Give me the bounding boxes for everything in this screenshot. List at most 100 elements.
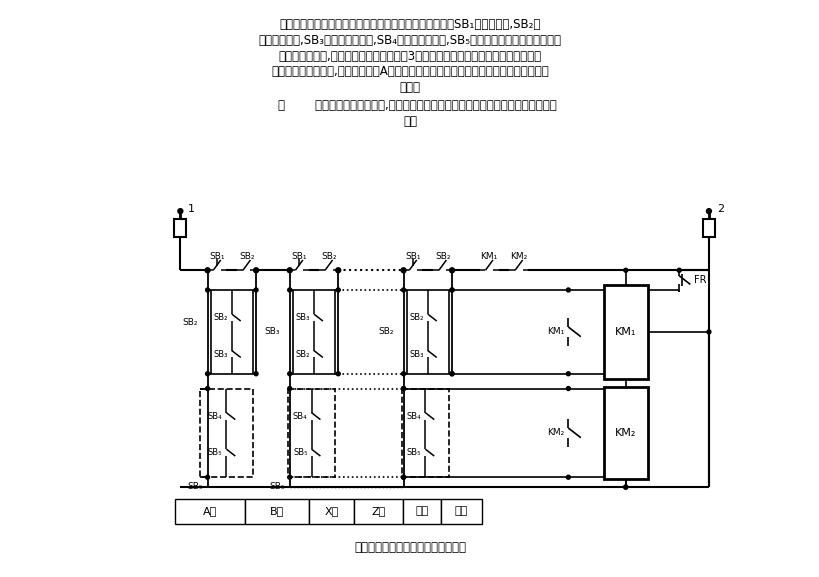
Text: FR: FR — [694, 275, 707, 285]
Bar — [604, 285, 648, 379]
Text: X地: X地 — [324, 506, 338, 516]
Circle shape — [677, 268, 681, 272]
Text: SB₂: SB₂ — [182, 317, 197, 327]
Bar — [401, 388, 449, 477]
Text: 自锁: 自锁 — [415, 506, 428, 516]
Circle shape — [567, 372, 570, 376]
Circle shape — [287, 288, 292, 292]
Text: A地: A地 — [203, 506, 217, 516]
Circle shape — [401, 387, 405, 391]
Circle shape — [287, 387, 292, 391]
Circle shape — [336, 268, 341, 273]
Text: 所示为多地可逆停止、点动、启动控制电路。图中各地的SB₁为停止按钮,SB₂为: 所示为多地可逆停止、点动、启动控制电路。图中各地的SB₁为停止按钮,SB₂为 — [279, 18, 541, 31]
Text: SB₂: SB₂ — [239, 252, 255, 261]
Text: KM₁: KM₁ — [547, 327, 564, 336]
Circle shape — [707, 330, 711, 334]
Bar — [441, 499, 482, 523]
Circle shape — [450, 268, 455, 273]
Text: SB₅: SB₅ — [187, 482, 202, 491]
Text: 所示电路的特点,其各控制点之间的导线为3根。图中略去了一些联锁控制。正、反向: 所示电路的特点,其各控制点之间的导线为3根。图中略去了一些联锁控制。正、反向 — [278, 50, 541, 62]
Text: SB₂: SB₂ — [321, 252, 337, 261]
Circle shape — [624, 268, 627, 272]
Text: SB₁: SB₁ — [405, 252, 421, 261]
Text: 正向点动按钮,SB₃为正向启动按钮,SB₄为反向点动按钮,SB₅为反向启动按钮。该图具有图: 正向点动按钮,SB₃为正向启动按钮,SB₄为反向点动按钮,SB₅为反向启动按钮。… — [259, 33, 562, 47]
Text: SB₅: SB₅ — [293, 448, 308, 457]
Circle shape — [401, 475, 405, 479]
Circle shape — [450, 372, 454, 376]
Bar — [287, 388, 335, 477]
Circle shape — [206, 475, 210, 479]
Text: 启动按钮之间的互锁,图中仅示出了A地的。由接触器辅助触点实现各地之间正、反方向的: 启动按钮之间的互锁,图中仅示出了A地的。由接触器辅助触点实现各地之间正、反方向的 — [271, 65, 549, 78]
Text: 互锁。: 互锁。 — [400, 81, 420, 94]
Text: 1: 1 — [188, 204, 195, 214]
Circle shape — [401, 372, 405, 376]
Bar — [604, 387, 648, 479]
Text: SB₂: SB₂ — [214, 313, 228, 322]
Text: SB₅: SB₅ — [208, 448, 223, 457]
Text: SB₄: SB₄ — [293, 411, 308, 421]
Circle shape — [287, 372, 292, 376]
Circle shape — [450, 288, 454, 292]
Text: KM₂: KM₂ — [510, 252, 527, 261]
Circle shape — [337, 288, 340, 292]
Circle shape — [287, 475, 292, 479]
Circle shape — [624, 485, 627, 489]
Text: 2: 2 — [717, 204, 724, 214]
Text: SB₄: SB₄ — [407, 411, 422, 421]
Text: SB₃: SB₃ — [265, 327, 280, 336]
Text: SB₂: SB₂ — [410, 313, 424, 322]
Text: SB₂: SB₂ — [296, 350, 310, 358]
Bar — [703, 219, 715, 237]
Bar — [210, 290, 253, 374]
Text: SB₃: SB₃ — [214, 350, 228, 358]
Text: KM₂: KM₂ — [547, 428, 564, 437]
Text: Z地: Z地 — [371, 506, 386, 516]
Circle shape — [401, 288, 405, 292]
Text: SB₂: SB₂ — [378, 327, 394, 336]
Bar — [354, 499, 403, 523]
Bar — [175, 499, 245, 523]
Circle shape — [401, 387, 405, 391]
Text: 多地可逆停止、点动、启动控制电路: 多地可逆停止、点动、启动控制电路 — [354, 541, 466, 554]
Text: SB₅: SB₅ — [269, 482, 285, 491]
Bar — [406, 290, 449, 374]
Circle shape — [401, 268, 406, 273]
Text: B地: B地 — [269, 506, 284, 516]
Text: KM₁: KM₁ — [481, 252, 498, 261]
Text: SB₄: SB₄ — [208, 411, 223, 421]
Circle shape — [567, 387, 570, 391]
Text: SB₅: SB₅ — [407, 448, 422, 457]
Circle shape — [567, 475, 570, 479]
Text: SB₁: SB₁ — [209, 252, 224, 261]
Circle shape — [450, 372, 454, 376]
Bar — [174, 219, 186, 237]
Circle shape — [206, 372, 210, 376]
Circle shape — [401, 475, 405, 479]
Circle shape — [567, 288, 570, 292]
Text: KM₂: KM₂ — [615, 428, 636, 438]
Circle shape — [287, 268, 292, 273]
Text: 图        为各控制按钮布置示意,中间为停止按钮、虚线内为点动按钮、实线内为启动按: 图 为各控制按钮布置示意,中间为停止按钮、虚线内为点动按钮、实线内为启动按 — [263, 99, 557, 112]
Circle shape — [707, 209, 712, 213]
Bar — [309, 499, 354, 523]
Circle shape — [624, 485, 627, 489]
Circle shape — [254, 268, 259, 273]
Circle shape — [450, 288, 454, 292]
Text: SB₃: SB₃ — [296, 313, 310, 322]
Circle shape — [205, 268, 210, 273]
Circle shape — [254, 372, 258, 376]
Text: 钮。: 钮。 — [403, 115, 417, 128]
Text: KM₁: KM₁ — [615, 327, 636, 337]
Circle shape — [178, 209, 183, 213]
Bar — [292, 290, 335, 374]
Text: 互锁: 互锁 — [455, 506, 468, 516]
Circle shape — [254, 288, 258, 292]
Bar — [403, 499, 441, 523]
Text: SB₃: SB₃ — [410, 350, 424, 358]
Circle shape — [206, 288, 210, 292]
Circle shape — [206, 387, 210, 391]
Circle shape — [337, 372, 340, 376]
Text: SB₂: SB₂ — [435, 252, 450, 261]
Text: SB₁: SB₁ — [292, 252, 307, 261]
Bar — [245, 499, 309, 523]
